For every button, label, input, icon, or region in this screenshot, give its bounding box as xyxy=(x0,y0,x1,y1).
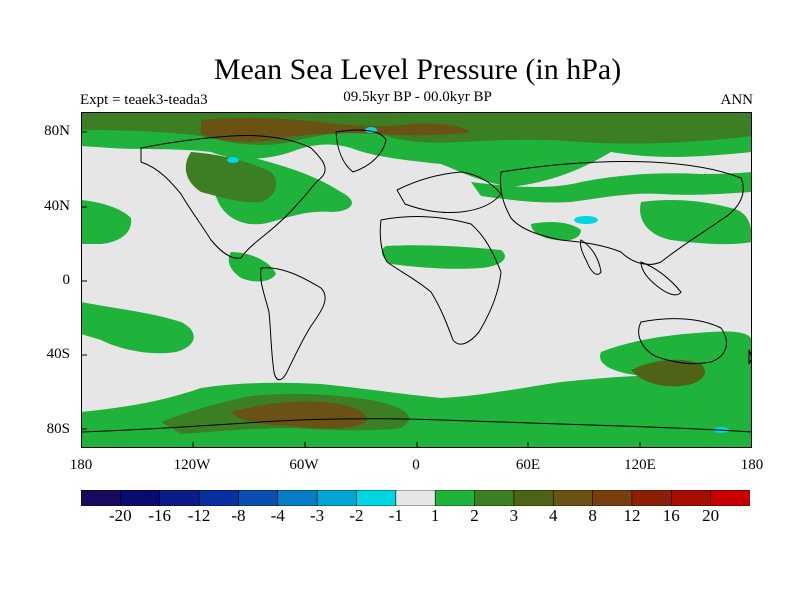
colorbar-label-9: 2 xyxy=(470,506,479,525)
colorbar-swatch-10 xyxy=(474,490,515,506)
tropical-atlantic-green xyxy=(381,245,505,269)
colorbar-swatch-12 xyxy=(552,490,594,506)
southeast-asia-coast xyxy=(640,261,682,296)
antarctica-coast xyxy=(81,418,752,433)
colorbar-label-5: -3 xyxy=(310,506,325,525)
colorbar-label-7: -1 xyxy=(388,506,403,525)
asia-coast xyxy=(500,160,744,265)
colorbar-label-12: 8 xyxy=(588,506,597,525)
colorbar-label-3: -8 xyxy=(231,506,246,525)
experiment-label: Expt = teaek3-teada3 xyxy=(80,92,208,108)
india-coast xyxy=(580,239,602,275)
colorbar-label-6: -2 xyxy=(349,506,364,525)
colorbar-label-2: -12 xyxy=(187,506,211,525)
colorbar xyxy=(81,490,750,506)
lat-label-80n: 80N xyxy=(44,123,70,139)
north-america-olive xyxy=(185,152,277,203)
colorbar-swatch-8 xyxy=(395,490,436,506)
central-america-green xyxy=(228,252,276,282)
lon-label-180-west: 180 xyxy=(69,457,93,473)
lat-label-0: 0 xyxy=(62,272,71,288)
map-title: Mean Sea Level Pressure (in hPa) xyxy=(213,53,622,86)
southern-ocean-green xyxy=(81,375,752,448)
colorbar-label-14: 16 xyxy=(662,506,680,525)
colorbar-swatch-3 xyxy=(198,490,240,506)
colorbar-swatch-13 xyxy=(592,490,633,506)
colorbar-swatch-2 xyxy=(159,490,200,506)
colorbar-swatch-5 xyxy=(277,490,318,506)
north-america-coast xyxy=(140,135,326,259)
lat-label-40n: 40N xyxy=(44,198,70,214)
new-zealand-coast xyxy=(748,349,752,365)
colorbar-swatch-9 xyxy=(434,490,476,506)
colorbar-label-4: -4 xyxy=(270,506,285,525)
colorbar-swatch-1 xyxy=(120,490,161,506)
colorbar-swatch-16 xyxy=(710,490,750,506)
colorbar-label-15: 20 xyxy=(702,506,720,525)
colorbar-label-13: 12 xyxy=(623,506,641,525)
cyan-patch-tibet xyxy=(574,216,598,224)
coastlines xyxy=(81,129,752,433)
colorbar-label-1: -16 xyxy=(148,506,172,525)
africa-coast xyxy=(379,216,502,345)
asia-green xyxy=(640,200,752,245)
cyan-patch-canada xyxy=(227,157,239,163)
greenland-coast xyxy=(335,129,387,173)
colorbar-label-0: -20 xyxy=(109,506,132,525)
colorbar-swatch-7 xyxy=(356,490,397,506)
lat-label-80s: 80S xyxy=(46,421,70,437)
map-subtitle: 09.5kyr BP - 00.0kyr BP xyxy=(343,89,492,105)
pressure-map xyxy=(81,112,752,448)
south-america-coast xyxy=(260,267,326,381)
lon-label-60e: 60E xyxy=(515,457,541,473)
west-pacific-green xyxy=(81,200,132,244)
colorbar-label-8: 1 xyxy=(430,506,440,525)
season-label: ANN xyxy=(720,92,754,108)
south-indian-olive xyxy=(631,359,705,387)
lon-label-120w: 120W xyxy=(173,457,211,473)
colorbar-swatch-14 xyxy=(631,490,673,506)
colorbar-label-11: 4 xyxy=(548,506,558,525)
east-pacific-green xyxy=(81,302,194,354)
eurasia-green-band xyxy=(471,172,752,203)
lon-label-0: 0 xyxy=(412,457,420,473)
europe-coast xyxy=(396,171,502,213)
lon-label-120e: 120E xyxy=(624,457,656,473)
colorbar-label-10: 3 xyxy=(509,506,519,525)
lat-label-40s: 40S xyxy=(46,346,70,362)
axis-ticks xyxy=(81,131,641,448)
colorbar-swatch-6 xyxy=(316,490,358,506)
colorbar-swatch-4 xyxy=(238,490,279,506)
arctic-brown-core xyxy=(201,117,471,142)
colorbar-swatch-0 xyxy=(81,490,122,506)
australia-coast xyxy=(638,318,727,365)
lon-label-180-east: 180 xyxy=(740,457,764,473)
colorbar-swatch-11 xyxy=(513,490,555,506)
lon-label-60w: 60W xyxy=(289,457,319,473)
colorbar-swatch-15 xyxy=(670,490,712,506)
